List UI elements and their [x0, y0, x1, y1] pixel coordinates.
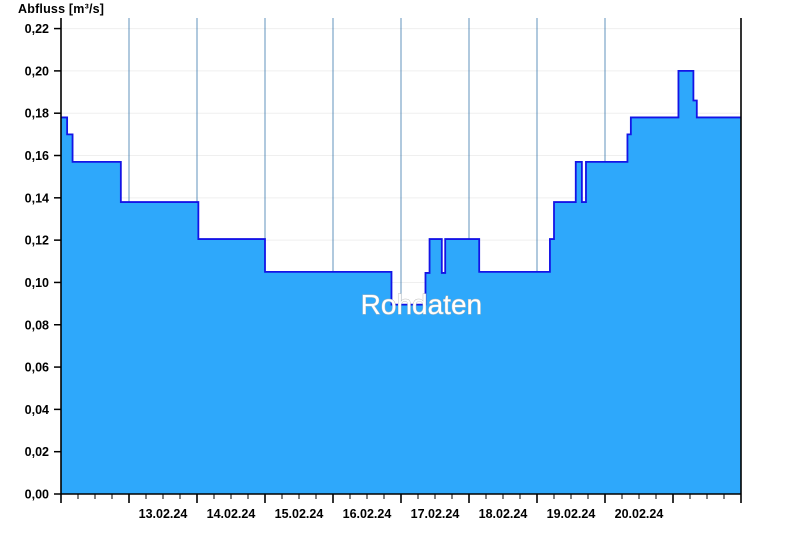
x-axis-tick-label: 15.02.24	[275, 507, 324, 521]
x-axis-tick-label: 17.02.24	[411, 507, 460, 521]
y-axis-tick-label: 0,02	[25, 445, 49, 459]
x-axis-tick-label: 18.02.24	[479, 507, 528, 521]
x-axis-tick-label: 13.02.24	[139, 507, 188, 521]
y-axis-tick-label: 0,18	[25, 107, 49, 121]
y-axis-tick-label: 0,10	[25, 276, 49, 290]
y-axis-tick-label: 0,04	[25, 403, 49, 417]
x-axis-tick-label: 19.02.24	[547, 507, 596, 521]
discharge-step-line	[61, 69, 741, 306]
x-axis-tick-label: 20.02.24	[615, 507, 664, 521]
y-axis-tick-label: 0,12	[25, 234, 49, 248]
x-axis: 13.02.24 14.02.24 15.02.24 16.02.24 17.02.24…	[60, 494, 742, 521]
x-axis-tick-label: 16.02.24	[343, 507, 392, 521]
watermark-label: Rohdaten	[361, 289, 482, 320]
y-axis-tick-label: 0,22	[25, 22, 49, 36]
y-axis-tick-label: 0,20	[25, 64, 49, 78]
y-axis-tick-label: 0,08	[25, 318, 49, 332]
y-axis: 0,00 0,02 0,04 0,06 0,08 0,10 0,12 0,14 0,16 0,18…	[25, 22, 61, 502]
y-axis-tick-label: 0,00	[25, 488, 49, 502]
x-axis-tick-label: 14.02.24	[207, 507, 256, 521]
discharge-area-fill	[61, 70, 741, 494]
y-axis-tick-label: 0,16	[25, 149, 49, 163]
chart-title: Abfluss [m³/s]	[18, 2, 105, 16]
y-axis-tick-label: 0,06	[25, 361, 49, 375]
y-axis-tick-label: 0,14	[25, 191, 49, 205]
